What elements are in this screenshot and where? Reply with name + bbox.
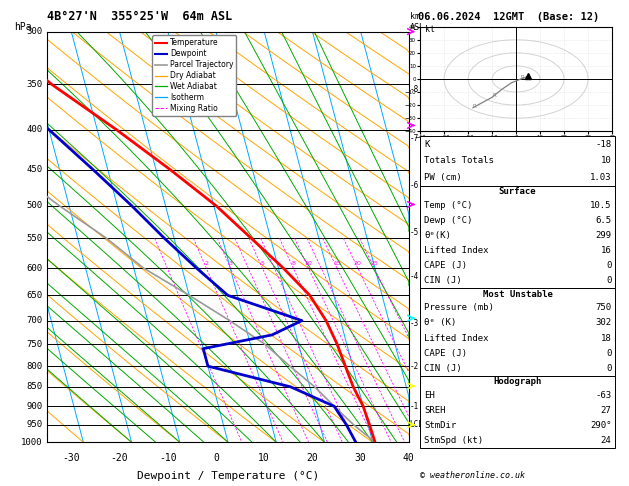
Text: -4: -4 [409, 273, 419, 281]
Text: 1.03: 1.03 [590, 173, 611, 182]
Text: 0: 0 [606, 276, 611, 285]
Text: 500: 500 [26, 201, 43, 210]
Text: 4B°27'N  355°25'W  64m ASL: 4B°27'N 355°25'W 64m ASL [47, 10, 233, 23]
Text: -7: -7 [409, 134, 419, 142]
Text: -8: -8 [409, 86, 419, 94]
Text: 290°: 290° [590, 421, 611, 430]
Text: R: R [492, 93, 496, 98]
Text: -1: -1 [409, 402, 419, 411]
Text: 10: 10 [304, 260, 313, 265]
Text: EH: EH [424, 391, 435, 400]
Text: km
ASL: km ASL [409, 12, 425, 32]
Text: 25: 25 [370, 260, 378, 265]
Text: 0: 0 [606, 348, 611, 358]
Text: 06.06.2024  12GMT  (Base: 12): 06.06.2024 12GMT (Base: 12) [418, 12, 599, 22]
Text: 3: 3 [228, 260, 233, 265]
Text: SREH: SREH [424, 406, 445, 415]
Text: 550: 550 [26, 234, 43, 243]
Text: 400: 400 [26, 125, 43, 134]
Text: -30: -30 [62, 452, 80, 463]
Text: 299: 299 [595, 231, 611, 240]
Text: Pressure (mb): Pressure (mb) [424, 303, 494, 312]
Text: R: R [473, 104, 477, 109]
Text: StmSpd (kt): StmSpd (kt) [424, 436, 483, 445]
Text: CIN (J): CIN (J) [424, 364, 462, 373]
Text: 30: 30 [355, 452, 367, 463]
Text: 750: 750 [595, 303, 611, 312]
Text: LCL: LCL [409, 419, 423, 429]
Text: 350: 350 [26, 80, 43, 88]
Text: © weatheronline.co.uk: © weatheronline.co.uk [420, 471, 525, 480]
Text: 600: 600 [26, 263, 43, 273]
Text: 6.5: 6.5 [595, 216, 611, 225]
Text: 850: 850 [26, 382, 43, 391]
Text: -2: -2 [409, 362, 419, 371]
Text: Totals Totals: Totals Totals [424, 156, 494, 165]
Text: 5: 5 [260, 260, 264, 265]
Text: -10: -10 [159, 452, 177, 463]
Text: 10.5: 10.5 [590, 201, 611, 210]
Text: Lifted Index: Lifted Index [424, 333, 489, 343]
Text: R: R [521, 75, 525, 80]
Text: Mixing Ratio (g/kg): Mixing Ratio (g/kg) [433, 193, 442, 281]
Text: 0: 0 [213, 452, 219, 463]
Text: 450: 450 [26, 165, 43, 174]
Text: 40: 40 [403, 452, 415, 463]
Text: StmDir: StmDir [424, 421, 456, 430]
Text: -5: -5 [409, 227, 419, 237]
Text: 2: 2 [204, 260, 208, 265]
Text: Hodograph: Hodograph [494, 377, 542, 386]
Text: Temp (°C): Temp (°C) [424, 201, 472, 210]
Text: Most Unstable: Most Unstable [482, 290, 553, 299]
Legend: Temperature, Dewpoint, Parcel Trajectory, Dry Adiabat, Wet Adiabat, Isotherm, Mi: Temperature, Dewpoint, Parcel Trajectory… [152, 35, 237, 116]
Text: 18: 18 [601, 333, 611, 343]
Text: Lifted Index: Lifted Index [424, 246, 489, 255]
Text: kt: kt [425, 25, 435, 34]
Text: θᵉ(K): θᵉ(K) [424, 231, 451, 240]
Text: θᵉ (K): θᵉ (K) [424, 318, 456, 328]
Text: 302: 302 [595, 318, 611, 328]
Text: 900: 900 [26, 402, 43, 411]
Text: CAPE (J): CAPE (J) [424, 261, 467, 270]
Text: 0: 0 [606, 261, 611, 270]
Text: 0: 0 [606, 364, 611, 373]
Text: 8: 8 [291, 260, 295, 265]
Text: 700: 700 [26, 316, 43, 325]
Text: K: K [424, 140, 430, 149]
Text: CAPE (J): CAPE (J) [424, 348, 467, 358]
Text: 800: 800 [26, 362, 43, 371]
Text: 300: 300 [26, 27, 43, 36]
Text: hPa: hPa [14, 21, 32, 32]
Text: -6: -6 [409, 181, 419, 190]
Text: 24: 24 [601, 436, 611, 445]
Text: 20: 20 [353, 260, 362, 265]
Text: 950: 950 [26, 420, 43, 429]
Text: CIN (J): CIN (J) [424, 276, 462, 285]
Text: -18: -18 [595, 140, 611, 149]
Text: 750: 750 [26, 340, 43, 348]
Text: 10: 10 [601, 156, 611, 165]
Text: 27: 27 [601, 406, 611, 415]
Text: Surface: Surface [499, 187, 537, 196]
Text: Dewpoint / Temperature (°C): Dewpoint / Temperature (°C) [137, 471, 319, 481]
Text: -63: -63 [595, 391, 611, 400]
Text: 16: 16 [601, 246, 611, 255]
Text: -3: -3 [409, 319, 419, 328]
Text: 20: 20 [306, 452, 318, 463]
Text: -20: -20 [111, 452, 128, 463]
Text: 1000: 1000 [21, 438, 43, 447]
Text: 15: 15 [333, 260, 341, 265]
Text: 10: 10 [259, 452, 270, 463]
Text: 650: 650 [26, 291, 43, 300]
Text: Dewp (°C): Dewp (°C) [424, 216, 472, 225]
Text: PW (cm): PW (cm) [424, 173, 462, 182]
